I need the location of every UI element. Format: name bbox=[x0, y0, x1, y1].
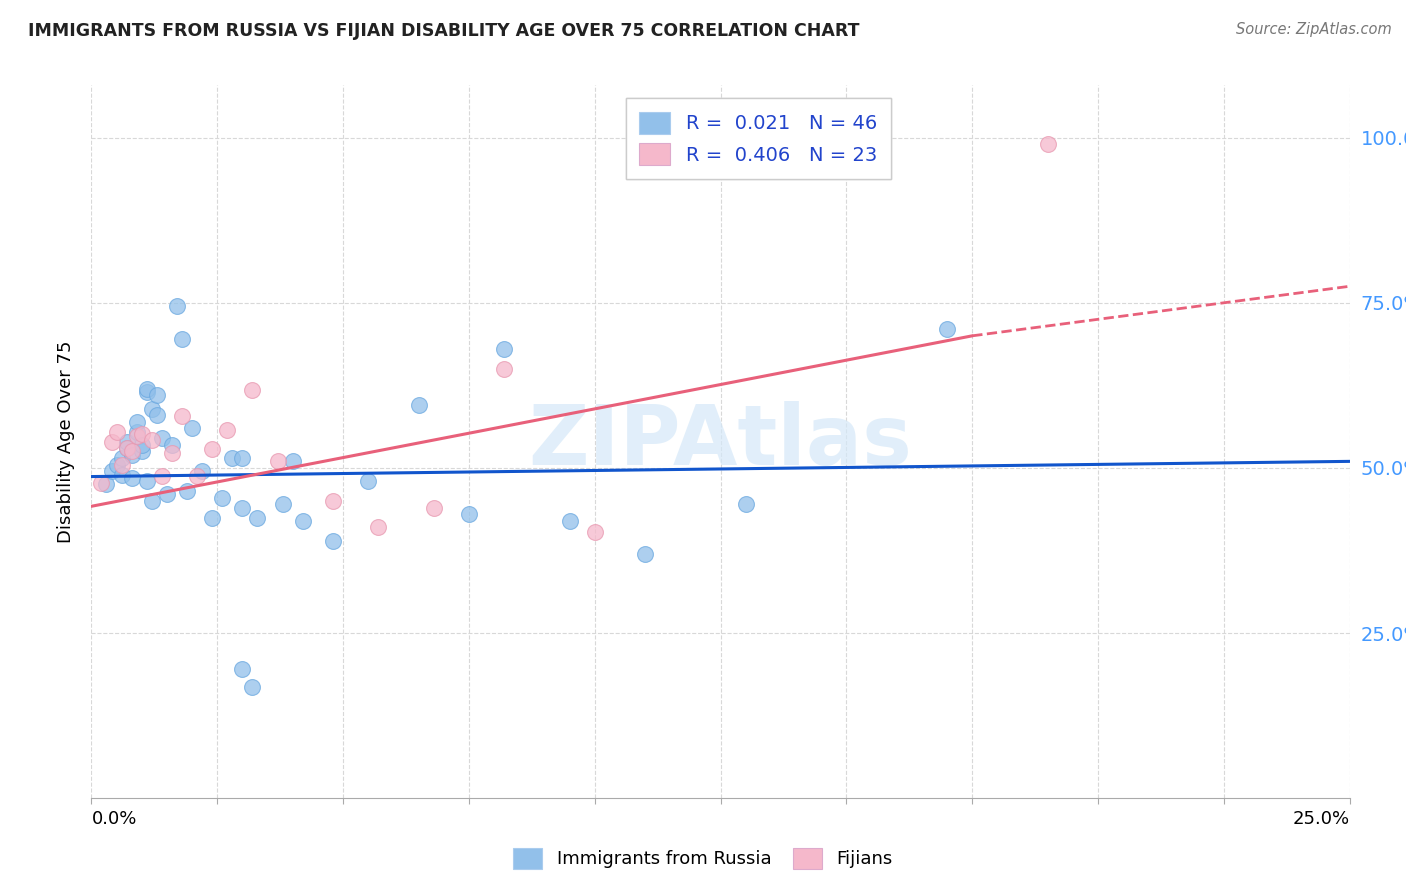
Point bbox=[110, 467, 132, 482]
Y-axis label: Disability Age Over 75: Disability Age Over 75 bbox=[58, 340, 76, 543]
Legend: R =  0.021   N = 46, R =  0.406   N = 23: R = 0.021 N = 46, R = 0.406 N = 23 bbox=[626, 98, 891, 179]
Point bbox=[634, 547, 657, 561]
Point bbox=[322, 494, 344, 508]
Point bbox=[135, 384, 157, 399]
Point bbox=[242, 681, 264, 695]
Point bbox=[494, 342, 516, 356]
Point bbox=[734, 497, 756, 511]
Point bbox=[170, 409, 193, 424]
Point bbox=[125, 425, 148, 439]
Text: Source: ZipAtlas.com: Source: ZipAtlas.com bbox=[1236, 22, 1392, 37]
Point bbox=[231, 451, 253, 466]
Point bbox=[150, 431, 173, 445]
Point bbox=[231, 500, 253, 515]
Point bbox=[110, 458, 132, 472]
Point bbox=[121, 448, 143, 462]
Point bbox=[135, 382, 157, 396]
Point bbox=[176, 484, 198, 499]
Point bbox=[105, 425, 128, 439]
Point bbox=[125, 429, 148, 443]
Point bbox=[221, 451, 243, 466]
Point bbox=[156, 487, 179, 501]
Legend: Immigrants from Russia, Fijians: Immigrants from Russia, Fijians bbox=[506, 840, 900, 876]
Point bbox=[121, 471, 143, 485]
Point bbox=[936, 322, 959, 336]
Point bbox=[166, 299, 188, 313]
Point bbox=[408, 398, 430, 412]
Point bbox=[160, 446, 183, 460]
Point bbox=[146, 388, 169, 402]
Point bbox=[141, 434, 163, 448]
Point bbox=[186, 469, 208, 483]
Point bbox=[271, 497, 294, 511]
Point bbox=[146, 408, 169, 422]
Point bbox=[121, 444, 143, 458]
Point bbox=[125, 415, 148, 429]
Text: IMMIGRANTS FROM RUSSIA VS FIJIAN DISABILITY AGE OVER 75 CORRELATION CHART: IMMIGRANTS FROM RUSSIA VS FIJIAN DISABIL… bbox=[28, 22, 859, 40]
Point bbox=[494, 362, 516, 376]
Point bbox=[160, 438, 183, 452]
Point bbox=[201, 442, 224, 457]
Point bbox=[281, 454, 304, 468]
Point bbox=[201, 510, 224, 524]
Point bbox=[457, 507, 479, 521]
Point bbox=[105, 458, 128, 472]
Point bbox=[141, 494, 163, 508]
Point bbox=[211, 491, 233, 505]
Text: ZIPAtlas: ZIPAtlas bbox=[529, 401, 912, 482]
Point bbox=[266, 454, 288, 468]
Point bbox=[217, 423, 239, 437]
Point bbox=[100, 434, 122, 449]
Text: 0.0%: 0.0% bbox=[91, 810, 136, 829]
Point bbox=[131, 438, 153, 452]
Point bbox=[181, 421, 204, 435]
Point bbox=[558, 514, 581, 528]
Point bbox=[191, 464, 214, 478]
Point bbox=[1036, 137, 1059, 152]
Point bbox=[110, 451, 132, 466]
Point bbox=[291, 514, 314, 528]
Text: 25.0%: 25.0% bbox=[1292, 810, 1350, 829]
Point bbox=[115, 434, 138, 449]
Point bbox=[246, 510, 269, 524]
Point bbox=[150, 469, 173, 483]
Point bbox=[357, 474, 380, 488]
Point bbox=[131, 444, 153, 458]
Point bbox=[170, 332, 193, 346]
Point bbox=[367, 520, 389, 534]
Point bbox=[100, 464, 122, 478]
Point bbox=[242, 383, 264, 397]
Point bbox=[115, 441, 138, 455]
Point bbox=[231, 663, 253, 677]
Point bbox=[135, 474, 157, 488]
Point bbox=[96, 477, 118, 491]
Point bbox=[141, 401, 163, 416]
Point bbox=[322, 533, 344, 548]
Point bbox=[90, 475, 112, 490]
Point bbox=[131, 426, 153, 441]
Point bbox=[583, 524, 606, 539]
Point bbox=[115, 441, 138, 455]
Point bbox=[422, 500, 444, 515]
